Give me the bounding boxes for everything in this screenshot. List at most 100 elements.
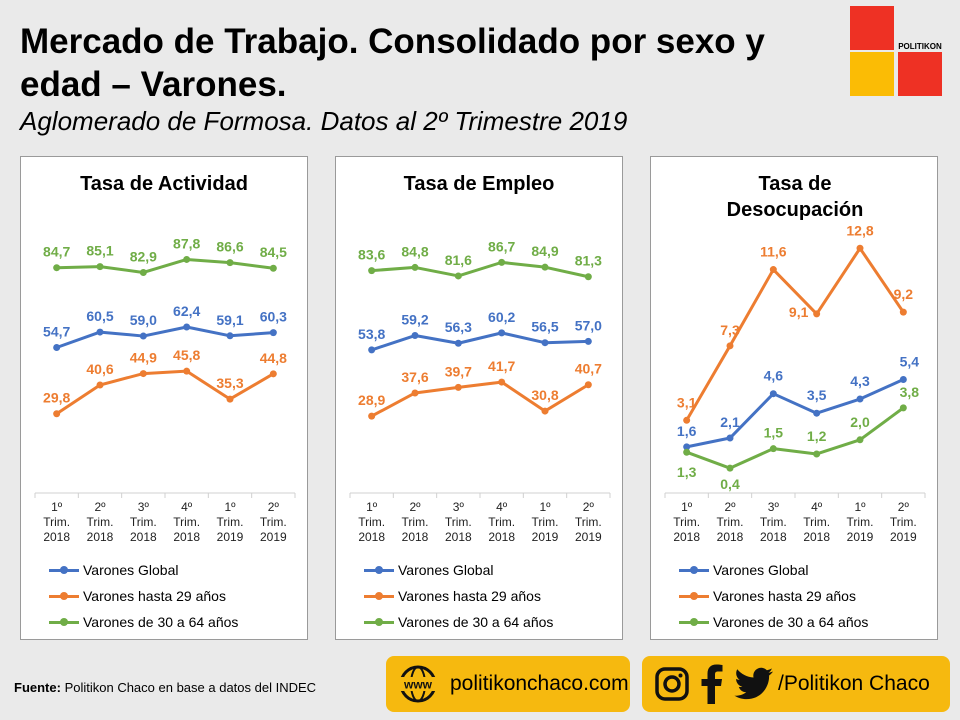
data-point-de30a64 xyxy=(683,448,691,456)
x-tick-label: 2º xyxy=(409,500,421,514)
chart-svg: 1ºTrim.20182ºTrim.20183ºTrim.20184ºTrim.… xyxy=(349,238,611,544)
facebook-icon[interactable] xyxy=(698,664,726,704)
data-point-global xyxy=(899,376,907,384)
x-tick-label: Trim. xyxy=(532,515,559,529)
chart-title: Tasa de Desocupación xyxy=(726,173,864,221)
series-line-global xyxy=(56,325,274,349)
data-label-global: 60,2 xyxy=(488,309,515,325)
data-point-global xyxy=(584,337,592,345)
x-tick-label: 1º xyxy=(539,500,551,514)
data-label-global: 5,4 xyxy=(900,354,920,370)
x-tick-label: 4º xyxy=(181,500,193,514)
data-point-global xyxy=(813,409,821,417)
data-label-de30a64: 81,6 xyxy=(445,252,472,268)
data-label-de30a64: 84,5 xyxy=(260,244,287,260)
x-tick-label: Trim. xyxy=(488,515,515,529)
data-label-global: 2,1 xyxy=(720,414,740,430)
website-text: politikonchaco.com xyxy=(450,672,629,695)
page-subtitle: Aglomerado de Formosa. Datos al 2º Trime… xyxy=(20,106,628,136)
data-point-hasta29 xyxy=(368,412,376,420)
data-point-hasta29 xyxy=(856,244,864,252)
series-line-hasta29 xyxy=(370,380,590,418)
series-line-global xyxy=(371,331,589,352)
x-tick-label: 2019 xyxy=(847,530,874,544)
data-label-global: 56,3 xyxy=(445,319,472,335)
social-links[interactable]: /Politikon Chaco xyxy=(642,656,950,712)
data-label-global: 59,1 xyxy=(216,312,243,328)
data-point-hasta29 xyxy=(139,370,147,378)
series-line-global xyxy=(686,378,904,449)
x-tick-label: Trim. xyxy=(173,515,200,529)
data-label-hasta29: 40,7 xyxy=(575,361,602,377)
website-link[interactable]: www politikonchaco.com xyxy=(386,656,630,712)
data-point-hasta29 xyxy=(498,378,506,386)
social-handle: /Politikon Chaco xyxy=(778,672,930,695)
x-tick-label: Trim. xyxy=(890,515,917,529)
series-line-de30a64 xyxy=(56,257,274,274)
x-tick-label: 2018 xyxy=(760,530,787,544)
data-label-global: 57,0 xyxy=(575,317,602,333)
legend-label: Varones de 30 a 64 años xyxy=(713,614,869,630)
x-tick-label: 2018 xyxy=(717,530,744,544)
data-point-de30a64 xyxy=(856,436,864,444)
legend-swatch xyxy=(679,566,709,574)
x-tick-label: 2018 xyxy=(488,530,515,544)
legend-swatch xyxy=(364,592,394,600)
data-point-hasta29 xyxy=(53,410,61,418)
data-label-hasta29: 11,6 xyxy=(760,244,787,260)
data-label-hasta29: 30,8 xyxy=(531,387,558,403)
data-point-de30a64 xyxy=(368,267,376,275)
legend-item: Varones hasta 29 años xyxy=(679,583,868,609)
politikon-logo: POLITIKON xyxy=(850,6,942,96)
data-label-hasta29: 9,2 xyxy=(894,286,914,302)
data-label-de30a64: 3,8 xyxy=(900,384,920,400)
legend-item: Varones de 30 a 64 años xyxy=(49,609,238,635)
legend-swatch xyxy=(679,592,709,600)
legend-swatch xyxy=(49,566,79,574)
legend-swatch xyxy=(49,618,79,626)
data-point-de30a64 xyxy=(454,272,462,280)
x-tick-label: 1º xyxy=(366,500,378,514)
x-tick-label: Trim. xyxy=(575,515,602,529)
x-tick-label: 2º xyxy=(583,500,595,514)
x-tick-label: 1º xyxy=(681,500,693,514)
data-point-hasta29 xyxy=(813,310,821,318)
data-label-de30a64: 81,3 xyxy=(575,253,602,269)
data-point-global xyxy=(769,390,777,398)
data-point-hasta29 xyxy=(899,308,907,316)
x-tick-label: Trim. xyxy=(358,515,385,529)
data-point-global xyxy=(411,332,419,340)
page-title: Mercado de Trabajo. Consolidado por sexo… xyxy=(20,22,765,104)
legend-label: Varones hasta 29 años xyxy=(83,588,226,604)
data-point-global xyxy=(139,332,147,340)
data-point-global xyxy=(269,329,277,337)
data-point-hasta29 xyxy=(683,416,691,424)
data-point-global xyxy=(226,332,234,340)
x-tick-label: 2018 xyxy=(402,530,429,544)
data-point-global xyxy=(183,323,191,331)
data-label-global: 4,6 xyxy=(764,368,784,384)
twitter-icon[interactable] xyxy=(734,667,774,701)
x-tick-label: 2º xyxy=(94,500,106,514)
x-tick-label: Trim. xyxy=(445,515,472,529)
x-tick-label: 2019 xyxy=(532,530,559,544)
data-point-de30a64 xyxy=(139,268,147,276)
x-tick-label: Trim. xyxy=(217,515,244,529)
data-point-de30a64 xyxy=(899,404,907,412)
data-label-de30a64: 87,8 xyxy=(173,235,200,251)
series-line-hasta29 xyxy=(55,369,275,415)
data-label-hasta29: 12,8 xyxy=(846,222,873,238)
chart-panel-actividad: 1º Trim. 2018 2º Trim. 2018 3º Trim. 2018 4º Trim.… xyxy=(20,156,308,640)
x-tick-label: Trim. xyxy=(847,515,874,529)
x-tick-label: 2018 xyxy=(43,530,70,544)
x-tick-label: 2º xyxy=(898,500,910,514)
x-tick-label: Trim. xyxy=(673,515,700,529)
legend-label: Varones Global xyxy=(713,562,809,578)
data-point-de30a64 xyxy=(183,255,191,263)
x-tick-label: 2018 xyxy=(87,530,114,544)
x-tick-label: 2º xyxy=(268,500,280,514)
instagram-icon[interactable] xyxy=(654,666,690,702)
chart-panel-empleo: 1º Trim. 2018 2º Trim. 2018 3º Trim. 2018 4º Trim.… xyxy=(335,156,623,640)
x-tick-label: Trim. xyxy=(803,515,830,529)
legend-item: Varones hasta 29 años xyxy=(49,583,238,609)
